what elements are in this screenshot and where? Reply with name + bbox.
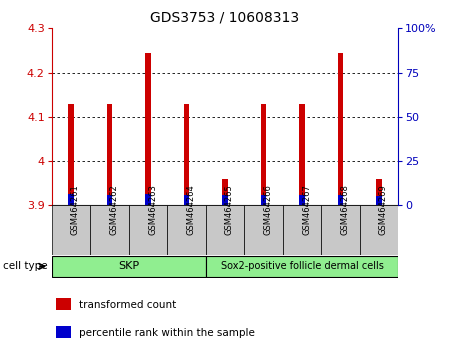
Bar xyxy=(52,256,206,277)
Text: GSM464267: GSM464267 xyxy=(302,184,311,235)
Bar xyxy=(107,195,112,205)
Bar xyxy=(129,205,167,255)
Bar xyxy=(222,179,228,205)
Bar xyxy=(145,194,151,205)
Bar xyxy=(206,256,398,277)
Bar xyxy=(145,53,151,205)
Bar xyxy=(206,205,244,255)
Bar xyxy=(56,326,71,338)
Text: transformed count: transformed count xyxy=(79,299,176,310)
Text: GSM464264: GSM464264 xyxy=(186,184,195,235)
Text: Sox2-positive follicle dermal cells: Sox2-positive follicle dermal cells xyxy=(220,261,383,272)
Title: GDS3753 / 10608313: GDS3753 / 10608313 xyxy=(150,10,300,24)
Bar xyxy=(52,205,90,255)
Bar xyxy=(68,194,74,205)
Bar xyxy=(299,103,305,205)
Bar xyxy=(56,298,71,310)
Bar xyxy=(376,195,382,205)
Text: GSM464261: GSM464261 xyxy=(71,184,80,235)
Text: GSM464265: GSM464265 xyxy=(225,184,234,235)
Text: percentile rank within the sample: percentile rank within the sample xyxy=(79,327,254,338)
Bar xyxy=(376,179,382,205)
Bar xyxy=(167,205,206,255)
Bar xyxy=(184,103,189,205)
Bar xyxy=(222,195,228,205)
Bar xyxy=(261,103,266,205)
Text: GSM464269: GSM464269 xyxy=(379,184,388,235)
Bar xyxy=(261,195,266,205)
Bar xyxy=(283,205,321,255)
Bar xyxy=(90,205,129,255)
Bar xyxy=(338,195,343,205)
Bar xyxy=(184,195,189,205)
Text: GSM464268: GSM464268 xyxy=(341,184,350,235)
Bar xyxy=(68,103,74,205)
Text: cell type: cell type xyxy=(3,261,47,272)
Bar xyxy=(321,205,360,255)
Text: GSM464263: GSM464263 xyxy=(148,184,157,235)
Bar xyxy=(338,53,343,205)
Bar xyxy=(244,205,283,255)
Bar xyxy=(299,195,305,205)
Text: GSM464262: GSM464262 xyxy=(109,184,118,235)
Bar xyxy=(107,103,112,205)
Bar xyxy=(360,205,398,255)
Text: GSM464266: GSM464266 xyxy=(264,184,273,235)
Text: SKP: SKP xyxy=(118,261,140,272)
